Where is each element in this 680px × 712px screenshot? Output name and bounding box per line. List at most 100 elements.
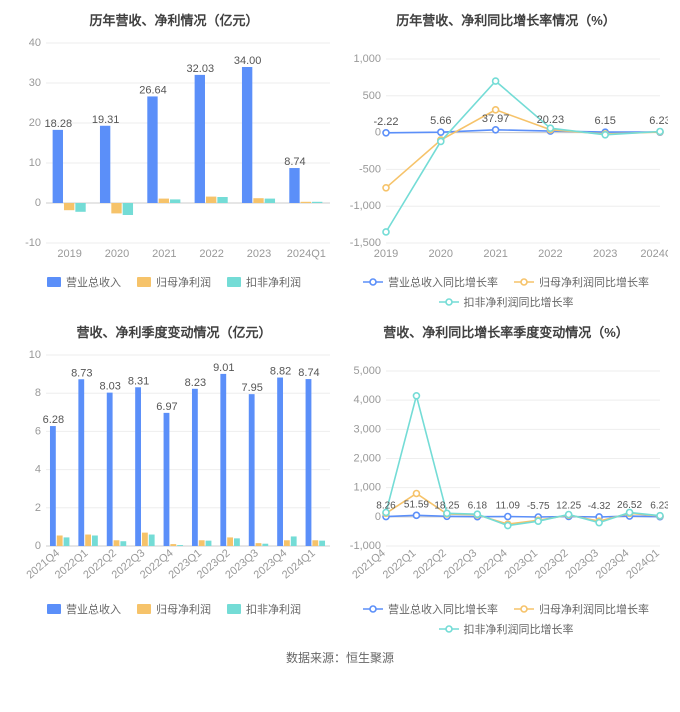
svg-text:7.95: 7.95 <box>241 382 262 394</box>
svg-text:9.01: 9.01 <box>213 362 234 374</box>
svg-text:6.15: 6.15 <box>594 115 615 127</box>
svg-text:4,000: 4,000 <box>353 394 381 406</box>
legend-item: 营业总收入同比增长率 <box>363 601 498 617</box>
svg-text:2024Q1: 2024Q1 <box>287 248 326 260</box>
legend-label: 归母净利润同比增长率 <box>539 274 649 290</box>
svg-text:2023Q4: 2023Q4 <box>594 547 632 581</box>
svg-text:2022Q2: 2022Q2 <box>411 547 449 581</box>
svg-text:1,000: 1,000 <box>353 482 381 494</box>
svg-text:0: 0 <box>375 511 381 523</box>
svg-text:8.31: 8.31 <box>128 375 149 387</box>
svg-text:2022Q1: 2022Q1 <box>381 547 419 581</box>
legend-label: 扣非净利润 <box>246 274 301 290</box>
legend-item: 归母净利润同比增长率 <box>514 274 649 290</box>
panel-annual-bar: 历年营收、净利情况（亿元） -1001020304018.2819.3126.6… <box>8 4 340 316</box>
svg-text:32.03: 32.03 <box>187 63 215 75</box>
svg-text:-2.22: -2.22 <box>373 116 398 128</box>
svg-text:4: 4 <box>35 464 41 476</box>
svg-text:19.31: 19.31 <box>92 114 120 126</box>
legend-annual-bar: 营业总收入 归母净利润 扣非净利润 <box>12 274 336 290</box>
svg-text:2020: 2020 <box>429 248 453 260</box>
svg-text:2021: 2021 <box>152 248 176 260</box>
legend-item: 扣非净利润 <box>227 274 301 290</box>
legend-item: 营业总收入同比增长率 <box>363 274 498 290</box>
legend-swatch <box>47 277 61 287</box>
svg-text:1,000: 1,000 <box>353 53 381 65</box>
svg-text:8.03: 8.03 <box>99 381 120 393</box>
svg-text:10: 10 <box>29 157 41 169</box>
svg-text:3,000: 3,000 <box>353 423 381 435</box>
legend-label: 营业总收入 <box>66 601 121 617</box>
svg-text:2020: 2020 <box>105 248 129 260</box>
legend-item: 营业总收入 <box>47 601 121 617</box>
svg-text:-500: -500 <box>359 163 381 175</box>
legend-label: 扣非净利润同比增长率 <box>464 621 574 637</box>
svg-text:2,000: 2,000 <box>353 453 381 465</box>
panel-title: 营收、净利季度变动情况（亿元） <box>12 322 336 341</box>
svg-text:-1,000: -1,000 <box>350 200 381 212</box>
svg-text:2019: 2019 <box>57 248 81 260</box>
legend-swatch <box>227 277 241 287</box>
svg-text:37.97: 37.97 <box>482 113 510 125</box>
svg-text:2023: 2023 <box>247 248 271 260</box>
svg-text:500: 500 <box>363 90 381 102</box>
svg-text:2022Q4: 2022Q4 <box>472 547 510 581</box>
svg-text:8.23: 8.23 <box>185 377 206 389</box>
data-source-footer: 数据来源：恒生聚源 <box>0 649 680 666</box>
legend-annual-line: 营业总收入同比增长率 归母净利润同比增长率扣非净利润同比增长率 <box>344 274 668 310</box>
panel-title: 历年营收、净利情况（亿元） <box>12 10 336 29</box>
legend-label: 营业总收入同比增长率 <box>388 601 498 617</box>
chart-annual-bar: -1001020304018.2819.3126.6432.0334.008.7… <box>12 35 336 270</box>
svg-text:2024Q1: 2024Q1 <box>624 547 662 581</box>
svg-text:8.73: 8.73 <box>71 367 92 379</box>
svg-text:0: 0 <box>35 197 41 209</box>
svg-text:20: 20 <box>29 117 41 129</box>
panel-quarter-bar: 营收、净利季度变动情况（亿元） 02468106.288.738.038.316… <box>8 316 340 643</box>
legend-label: 归母净利润 <box>156 274 211 290</box>
svg-text:5,000: 5,000 <box>353 365 381 377</box>
legend-label: 扣非净利润同比增长率 <box>464 294 574 310</box>
svg-text:18.28: 18.28 <box>45 118 73 130</box>
legend-swatch <box>439 297 459 307</box>
svg-text:-5.75: -5.75 <box>527 501 550 512</box>
svg-text:6: 6 <box>35 425 41 437</box>
legend-swatch <box>47 604 61 614</box>
svg-text:2023Q2: 2023Q2 <box>533 547 571 581</box>
legend-item: 归母净利润 <box>137 274 211 290</box>
svg-text:8.26: 8.26 <box>376 501 396 512</box>
legend-item: 归母净利润同比增长率 <box>514 601 649 617</box>
svg-text:8.74: 8.74 <box>298 367 319 379</box>
legend-item: 营业总收入 <box>47 274 121 290</box>
svg-text:2023: 2023 <box>593 248 617 260</box>
svg-text:-4.32: -4.32 <box>588 501 611 512</box>
chart-annual-line: -1,500-1,000-50005001,000-2.225.6637.972… <box>344 35 668 270</box>
legend-swatch <box>439 624 459 634</box>
svg-text:30: 30 <box>29 77 41 89</box>
svg-text:40: 40 <box>29 37 41 49</box>
svg-text:6.18: 6.18 <box>468 501 488 512</box>
svg-text:6.97: 6.97 <box>156 401 177 413</box>
svg-text:2021: 2021 <box>483 248 507 260</box>
chart-grid: 历年营收、净利情况（亿元） -1001020304018.2819.3126.6… <box>0 0 680 643</box>
legend-swatch <box>137 604 151 614</box>
svg-text:8: 8 <box>35 387 41 399</box>
svg-text:6.23: 6.23 <box>649 115 668 127</box>
legend-label: 营业总收入同比增长率 <box>388 274 498 290</box>
svg-text:-10: -10 <box>25 237 41 249</box>
svg-text:51.59: 51.59 <box>404 499 429 510</box>
svg-text:2022Q3: 2022Q3 <box>442 547 480 581</box>
chart-quarter-bar: 02468106.288.738.038.316.978.239.017.958… <box>12 347 336 597</box>
svg-text:6.28: 6.28 <box>43 414 64 426</box>
svg-text:2022: 2022 <box>538 248 562 260</box>
svg-text:2: 2 <box>35 502 41 514</box>
legend-item: 归母净利润 <box>137 601 211 617</box>
svg-text:8.82: 8.82 <box>270 366 291 378</box>
svg-text:2021Q4: 2021Q4 <box>350 547 388 581</box>
svg-text:18.25: 18.25 <box>434 500 459 511</box>
legend-item: 扣非净利润同比增长率 <box>439 621 574 637</box>
svg-text:0: 0 <box>35 540 41 552</box>
svg-text:2023Q3: 2023Q3 <box>563 547 601 581</box>
svg-text:2019: 2019 <box>374 248 398 260</box>
svg-text:2023Q1: 2023Q1 <box>502 547 540 581</box>
panel-annual-line: 历年营收、净利同比增长率情况（%） -1,500-1,000-50005001,… <box>340 4 672 316</box>
